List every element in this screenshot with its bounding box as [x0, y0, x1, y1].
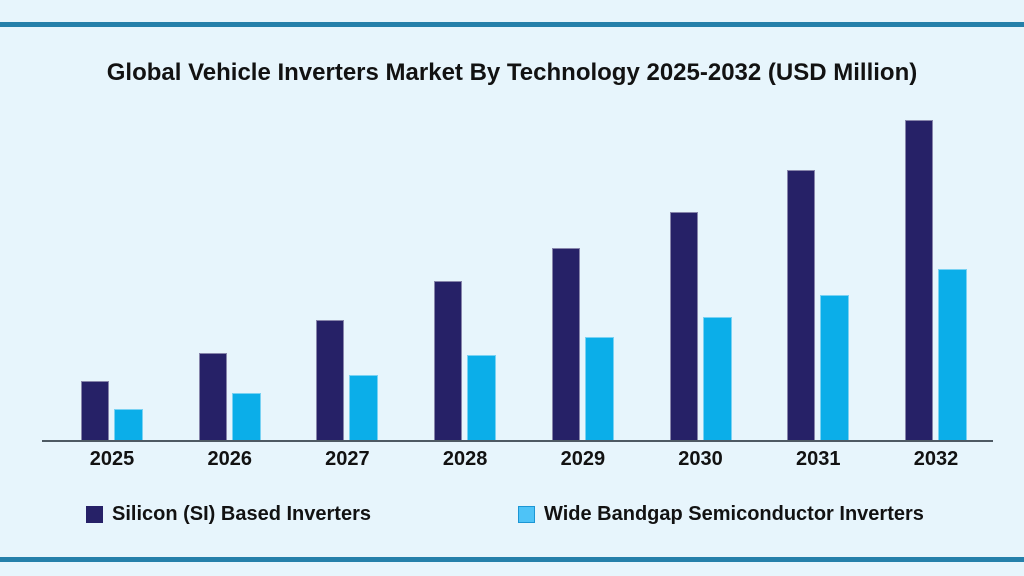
legend-label-silicon: Silicon (SI) Based Inverters	[112, 503, 371, 525]
x-tick-2031: 2031	[796, 448, 841, 470]
bar-wide-bandgap-semiconductor-inverters-2030	[702, 317, 732, 441]
bar-wide-bandgap-semiconductor-inverters-2028	[467, 355, 497, 441]
x-axis-line	[42, 440, 993, 442]
bar-wide-bandgap-semiconductor-inverters-2032	[937, 269, 967, 441]
bar-silicon-si-based-inverters-2027	[316, 320, 345, 441]
bar-silicon-si-based-inverters-2028	[434, 281, 463, 441]
chart-title: Global Vehicle Inverters Market By Techn…	[106, 59, 918, 86]
legend-label-wide-bandgap: Wide Bandgap Semiconductor Inverters	[544, 503, 924, 525]
legend-swatch-wide-bandgap	[518, 506, 535, 523]
bar-silicon-si-based-inverters-2031	[787, 170, 816, 441]
legend-item-wide-bandgap: Wide Bandgap Semiconductor Inverters	[518, 503, 924, 526]
legend-item-silicon: Silicon (SI) Based Inverters	[86, 503, 371, 526]
x-tick-2030: 2030	[678, 448, 723, 470]
bar-silicon-si-based-inverters-2025	[81, 381, 109, 441]
bar-wide-bandgap-semiconductor-inverters-2027	[349, 375, 379, 441]
x-tick-2026: 2026	[207, 448, 252, 470]
bar-wide-bandgap-semiconductor-inverters-2031	[820, 295, 850, 441]
x-tick-2029: 2029	[560, 448, 606, 470]
bar-silicon-si-based-inverters-2030	[669, 212, 698, 441]
legend-swatch-silicon	[86, 506, 103, 523]
bottom-divider	[0, 557, 1024, 562]
bar-wide-bandgap-semiconductor-inverters-2025	[114, 409, 143, 441]
x-tick-2027: 2027	[325, 448, 370, 470]
bar-wide-bandgap-semiconductor-inverters-2029	[584, 337, 614, 441]
plot-area	[0, 91, 1024, 441]
bar-silicon-si-based-inverters-2026	[198, 353, 227, 441]
bar-silicon-si-based-inverters-2032	[904, 120, 933, 441]
bar-silicon-si-based-inverters-2029	[551, 248, 580, 441]
bar-wide-bandgap-semiconductor-inverters-2026	[231, 393, 261, 441]
top-divider	[0, 22, 1024, 27]
x-tick-2028: 2028	[442, 448, 488, 470]
x-tick-2025: 2025	[89, 448, 135, 470]
x-tick-2032: 2032	[913, 448, 959, 470]
